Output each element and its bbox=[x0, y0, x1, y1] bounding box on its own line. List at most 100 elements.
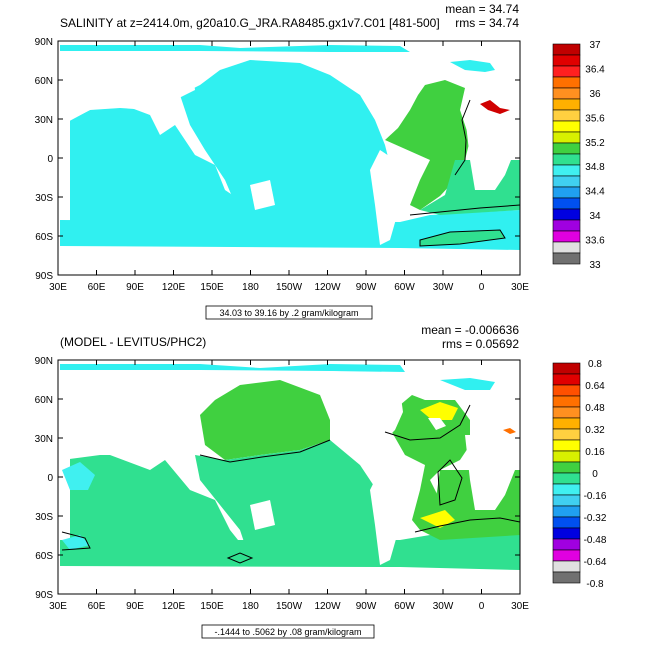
colorbar-swatch bbox=[552, 175, 581, 188]
colorbar-swatch bbox=[552, 527, 581, 540]
colorbar-swatch bbox=[552, 417, 581, 430]
panel1-rms: rms = 34.74 bbox=[455, 16, 519, 30]
panel2-range-label: -.1444 to .5062 by .08 gram/kilogram bbox=[214, 627, 361, 637]
y-tick-label: 90N bbox=[35, 37, 53, 48]
colorbar-swatch bbox=[552, 362, 581, 375]
x-tick-label: 60E bbox=[88, 601, 106, 612]
panel1-range-label: 34.03 to 39.16 by .2 gram/kilogram bbox=[219, 308, 358, 318]
panel2-title: (MODEL - LEVITUS/PHC2) bbox=[60, 335, 206, 349]
panel1-mean: mean = 34.74 bbox=[445, 2, 519, 16]
colorbar-swatch bbox=[552, 373, 581, 386]
colorbar-swatch bbox=[552, 98, 581, 111]
panel2-rms: rms = 0.05692 bbox=[442, 337, 519, 351]
y-tick-label: 30N bbox=[35, 115, 53, 126]
colorbar-swatch bbox=[552, 395, 581, 408]
colorbar-swatch bbox=[552, 560, 581, 573]
colorbar-swatch bbox=[552, 516, 581, 529]
colorbar-swatch bbox=[552, 494, 581, 507]
colorbar-label: 36.4 bbox=[585, 64, 605, 75]
x-tick-label: 180 bbox=[242, 601, 259, 612]
panel2-mean: mean = -0.006636 bbox=[421, 323, 519, 337]
y-tick-label: 90S bbox=[35, 271, 53, 282]
x-tick-label: 30E bbox=[49, 601, 67, 612]
y-tick-label: 0 bbox=[47, 154, 53, 165]
colorbar-label: -0.8 bbox=[586, 579, 604, 590]
colorbar-swatch bbox=[552, 142, 581, 155]
colorbar-swatch bbox=[552, 131, 581, 144]
colorbar-swatch bbox=[552, 76, 581, 89]
x-tick-label: 90W bbox=[356, 601, 377, 612]
colorbar-swatch bbox=[552, 428, 581, 441]
panel2-map bbox=[58, 360, 520, 594]
colorbar-swatch bbox=[552, 483, 581, 496]
colorbar-swatch bbox=[552, 65, 581, 78]
salinity-panel: SALINITY at z=2414.0m, g20a10.G_JRA.RA84… bbox=[35, 2, 605, 320]
colorbar-label: 36 bbox=[589, 89, 601, 100]
colorbar-swatch bbox=[552, 186, 581, 199]
colorbar-label: 34 bbox=[589, 211, 601, 222]
x-tick-label: 30E bbox=[511, 601, 529, 612]
colorbar-label: 33.6 bbox=[585, 236, 605, 247]
x-tick-label: 150E bbox=[200, 282, 224, 293]
colorbar-swatch bbox=[552, 439, 581, 452]
colorbar-label: -0.32 bbox=[584, 513, 607, 524]
y-tick-label: 60N bbox=[35, 395, 53, 406]
x-tick-label: 90E bbox=[126, 601, 144, 612]
x-tick-label: 120E bbox=[162, 601, 186, 612]
panel2-x-axis: 30E 60E 90E 120E 150E 180 150W 120W 90W 60W 30W 0 30… bbox=[49, 360, 529, 612]
colorbar-swatch bbox=[552, 197, 581, 210]
colorbar-swatch bbox=[552, 241, 581, 254]
x-tick-label: 150W bbox=[276, 282, 303, 293]
panel1-y-axis: 90N 60N 30N 0 30S 60S 90S bbox=[35, 37, 520, 282]
colorbar-swatch bbox=[552, 505, 581, 518]
x-tick-label: 150E bbox=[200, 601, 224, 612]
y-tick-label: 30S bbox=[35, 512, 53, 523]
colorbar-label: 33 bbox=[589, 260, 601, 271]
y-tick-label: 60N bbox=[35, 76, 53, 87]
colorbar-swatch bbox=[552, 230, 581, 243]
panel1-range-box bbox=[205, 305, 373, 320]
colorbar-swatch bbox=[552, 252, 581, 265]
colorbar-label: 35.6 bbox=[585, 113, 605, 124]
x-tick-label: 90E bbox=[126, 282, 144, 293]
y-tick-label: 30N bbox=[35, 434, 53, 445]
x-tick-label: 120W bbox=[314, 601, 341, 612]
colorbar-label: 0.32 bbox=[585, 425, 605, 436]
y-tick-label: 90N bbox=[35, 356, 53, 367]
x-tick-label: 60E bbox=[88, 282, 106, 293]
y-tick-label: 60S bbox=[35, 232, 53, 243]
y-tick-label: 60S bbox=[35, 551, 53, 562]
x-tick-label: 120E bbox=[162, 282, 186, 293]
colorbar-label: 0 bbox=[592, 469, 598, 480]
colorbar-swatch bbox=[552, 461, 581, 474]
colorbar-swatch bbox=[552, 153, 581, 166]
colorbar-label: 0.48 bbox=[585, 403, 605, 414]
colorbar-swatch bbox=[552, 54, 581, 67]
colorbar-label: 37 bbox=[589, 40, 601, 51]
colorbar-label: -0.48 bbox=[584, 535, 607, 546]
colorbar-label: -0.64 bbox=[584, 557, 607, 568]
panel1-x-axis: 30E 60E 90E 120E 150E 180 150W 120W 90W 60W 30W 0 30… bbox=[49, 41, 529, 293]
x-tick-label: 180 bbox=[242, 282, 259, 293]
colorbar-swatch bbox=[552, 549, 581, 562]
colorbar-swatch bbox=[552, 208, 581, 221]
x-tick-label: 150W bbox=[276, 601, 303, 612]
colorbar-label: 0.64 bbox=[585, 381, 605, 392]
y-tick-label: 90S bbox=[35, 590, 53, 601]
panel1-title: SALINITY at z=2414.0m, g20a10.G_JRA.RA84… bbox=[60, 16, 440, 30]
colorbar-swatch bbox=[552, 43, 581, 56]
colorbar-label: 34.8 bbox=[585, 162, 605, 173]
x-tick-label: 30W bbox=[433, 601, 454, 612]
panel1-colorbar: 37 36.4 36 35.6 35.2 34.8 34.4 34 33.6 33 bbox=[552, 40, 605, 271]
x-tick-label: 60W bbox=[394, 601, 415, 612]
colorbar-swatch bbox=[552, 450, 581, 463]
colorbar-swatch bbox=[552, 406, 581, 419]
colorbar-label: 0.8 bbox=[588, 359, 602, 370]
colorbar-label: 34.4 bbox=[585, 187, 605, 198]
x-tick-label: 0 bbox=[479, 282, 485, 293]
colorbar-swatch bbox=[552, 219, 581, 232]
colorbar-swatch bbox=[552, 384, 581, 397]
y-tick-label: 0 bbox=[47, 473, 53, 484]
x-tick-label: 90W bbox=[356, 282, 377, 293]
